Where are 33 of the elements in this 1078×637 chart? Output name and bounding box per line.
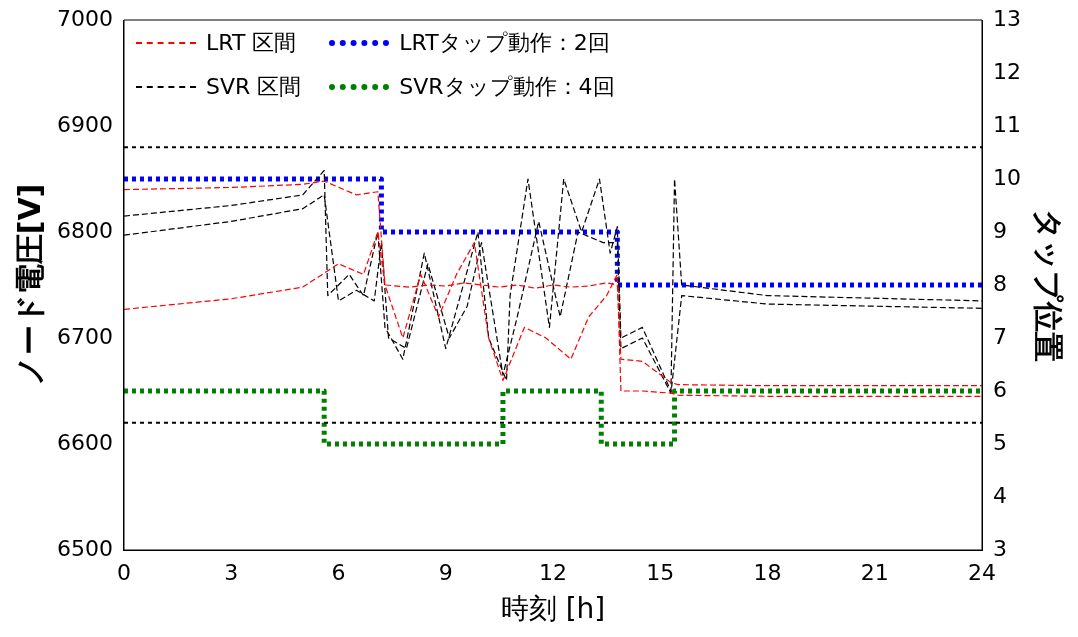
- y2-tick-label: 8: [993, 270, 1008, 296]
- y-axis-title: ノード電圧[V]: [11, 183, 47, 387]
- y-tick-label: 6800: [56, 217, 113, 243]
- y2-tick-label: 9: [993, 217, 1008, 243]
- x-tick-label: 24: [968, 559, 997, 585]
- x-tick-label: 3: [224, 559, 239, 585]
- legend-label: SVR 区間: [205, 73, 302, 101]
- x-tick-label: 6: [331, 559, 346, 585]
- legend-label: LRT 区間: [205, 29, 297, 57]
- y2-tick-label: 10: [993, 164, 1022, 190]
- y-tick-label: 6500: [56, 535, 113, 561]
- x-tick-label: 9: [438, 559, 453, 585]
- y2-axis-title: タップ位置: [1031, 208, 1067, 362]
- y-tick-label: 6700: [56, 323, 113, 349]
- x-tick-label: 12: [539, 559, 567, 585]
- y-tick-label: 6900: [56, 111, 113, 137]
- x-tick-label: 15: [646, 559, 675, 585]
- y2-tick-label: 13: [993, 5, 1022, 31]
- y2-tick-label: 12: [993, 58, 1022, 84]
- y-tick-label: 6600: [56, 429, 113, 455]
- y-tick-label: 7000: [56, 5, 113, 31]
- y2-tick-label: 4: [993, 482, 1008, 508]
- y2-tick-label: 3: [993, 535, 1008, 561]
- x-tick-label: 18: [753, 559, 782, 585]
- legend-label: SVRタップ動作：4回: [399, 73, 615, 101]
- y2-tick-label: 5: [993, 429, 1008, 455]
- y2-tick-label: 7: [993, 323, 1008, 349]
- legend-label: LRTタップ動作：2回: [399, 29, 610, 57]
- y2-tick-label: 6: [993, 376, 1008, 402]
- y2-tick-label: 11: [993, 111, 1022, 137]
- x-tick-label: 21: [860, 559, 889, 585]
- x-axis-title: 時刻 [h]: [500, 592, 606, 626]
- x-tick-label: 0: [116, 559, 131, 585]
